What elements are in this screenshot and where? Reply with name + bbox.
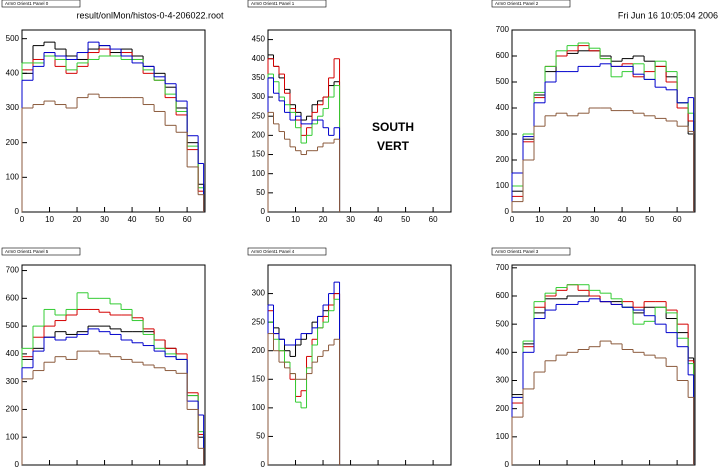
x-tick-label: 10 — [291, 215, 300, 224]
panel-title-box — [1, 0, 81, 8]
y-tick-label: 150 — [252, 374, 266, 383]
y-tick-label: 200 — [6, 405, 20, 414]
x-tick-label: 50 — [645, 215, 654, 224]
y-tick-label: 0 — [505, 207, 510, 216]
y-tick-label: 250 — [252, 317, 266, 326]
y-tick-label: 50 — [256, 432, 265, 441]
panel-title-box — [1, 247, 81, 256]
y-tick-label: 150 — [252, 150, 266, 159]
y-tick-label: 400 — [252, 54, 266, 63]
y-tick-label: 400 — [6, 349, 20, 358]
y-tick-label: 200 — [252, 346, 266, 355]
y-tick-label: 400 — [496, 103, 510, 112]
y-tick-label: 600 — [496, 51, 510, 60]
x-tick-label: 0 — [510, 215, 515, 224]
panel-title: Arm0 Orient1 Panel 4 — [251, 249, 295, 254]
x-tick-label: 30 — [100, 215, 109, 224]
x-tick-label: 40 — [374, 215, 383, 224]
y-tick-label: 0 — [261, 207, 266, 216]
x-tick-label: 10 — [535, 215, 544, 224]
frame — [511, 264, 696, 466]
y-tick-label: 600 — [6, 293, 20, 302]
y-tick-label: 100 — [6, 172, 20, 181]
panel-title: Arm0 Orient1 Panel 1 — [251, 1, 295, 6]
x-tick-label: 20 — [73, 215, 82, 224]
y-tick-label: 300 — [6, 103, 20, 112]
panel-title-box — [491, 0, 571, 8]
y-tick-label: 700 — [6, 266, 20, 275]
x-tick-label: 60 — [183, 215, 192, 224]
x-tick-label: 40 — [618, 215, 627, 224]
frame — [511, 29, 696, 213]
y-tick-label: 250 — [252, 111, 266, 120]
y-tick-label: 700 — [496, 25, 510, 34]
x-tick-label: 50 — [401, 215, 410, 224]
panel-title: Arm0 Orient1 Panel 0 — [5, 1, 49, 6]
x-tick-label: 50 — [155, 215, 164, 224]
y-tick-label: 500 — [6, 34, 20, 43]
x-tick-label: 20 — [319, 215, 328, 224]
panel-title-box — [247, 247, 327, 256]
y-tick-label: 100 — [496, 181, 510, 190]
y-tick-label: 300 — [496, 376, 510, 385]
y-tick-label: 300 — [252, 289, 266, 298]
y-tick-label: 350 — [252, 73, 266, 82]
y-tick-label: 700 — [496, 263, 510, 272]
x-tick-label: 0 — [266, 215, 271, 224]
y-tick-label: 200 — [496, 404, 510, 413]
x-tick-label: 0 — [20, 215, 25, 224]
x-tick-label: 60 — [673, 215, 682, 224]
x-tick-label: 30 — [590, 215, 599, 224]
date: Fri Jun 16 10:05:04 2006 — [618, 10, 718, 20]
panel-title-box — [247, 0, 327, 8]
y-tick-label: 200 — [496, 155, 510, 164]
x-tick-label: 20 — [563, 215, 572, 224]
y-tick-label: 0 — [15, 207, 20, 216]
y-tick-label: 500 — [6, 321, 20, 330]
y-tick-label: 400 — [496, 347, 510, 356]
y-tick-label: 100 — [252, 403, 266, 412]
orientation-label: VERT — [377, 139, 410, 153]
y-tick-label: 200 — [252, 130, 266, 139]
panel-title: Arm0 Orient1 Panel 3 — [495, 249, 539, 254]
x-tick-label: 60 — [429, 215, 438, 224]
y-tick-label: 400 — [6, 68, 20, 77]
panel-title: Arm0 Orient1 Panel 5 — [5, 249, 49, 254]
y-tick-label: 300 — [6, 377, 20, 386]
y-tick-label: 450 — [252, 35, 266, 44]
y-tick-label: 0 — [505, 460, 510, 469]
file-name: result/onlMon/histos-0-4-206022.root — [76, 10, 224, 20]
x-tick-label: 10 — [45, 215, 54, 224]
y-tick-label: 300 — [252, 92, 266, 101]
x-tick-label: 40 — [128, 215, 137, 224]
y-tick-label: 600 — [496, 291, 510, 300]
y-tick-label: 50 — [256, 188, 265, 197]
y-tick-label: 0 — [261, 460, 266, 469]
y-tick-label: 0 — [15, 460, 20, 469]
panel-title-box — [491, 247, 571, 256]
y-tick-label: 500 — [496, 77, 510, 86]
y-tick-label: 500 — [496, 319, 510, 328]
y-tick-label: 100 — [252, 169, 266, 178]
x-tick-label: 30 — [346, 215, 355, 224]
y-tick-label: 100 — [6, 432, 20, 441]
y-tick-label: 100 — [496, 432, 510, 441]
y-tick-label: 200 — [6, 138, 20, 147]
y-tick-label: 300 — [496, 129, 510, 138]
panel-title: Arm0 Orient1 Panel 2 — [495, 1, 539, 6]
side-label: SOUTH — [372, 120, 414, 134]
